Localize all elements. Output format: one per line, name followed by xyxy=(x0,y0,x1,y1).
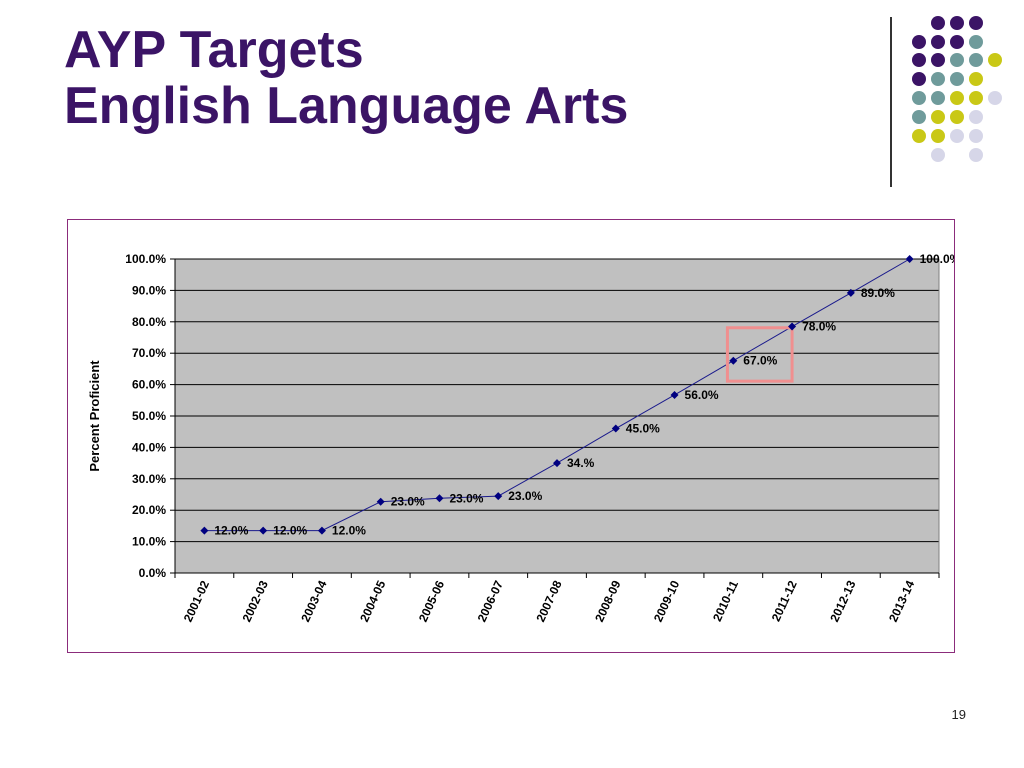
data-label: 12.0% xyxy=(273,524,307,538)
y-tick-label: 20.0% xyxy=(132,503,166,517)
decorative-dot xyxy=(912,110,926,124)
decorative-dot xyxy=(912,72,926,86)
data-label: 12.0% xyxy=(214,524,248,538)
x-tick-label: 2002-03 xyxy=(240,578,271,624)
decorative-dot xyxy=(969,91,983,105)
decorative-dot xyxy=(950,91,964,105)
highlight-box xyxy=(725,326,794,383)
decorative-dot xyxy=(912,35,926,49)
data-label: 78.0% xyxy=(802,320,836,334)
x-tick-label: 2001-02 xyxy=(181,578,212,624)
decorative-dot xyxy=(931,91,945,105)
data-point-marker xyxy=(905,255,914,263)
data-point-marker xyxy=(259,526,268,535)
decorative-dot xyxy=(931,16,945,30)
data-label: 23.0% xyxy=(449,491,483,505)
x-tick-label: 2004-05 xyxy=(357,578,388,624)
decorative-dot xyxy=(988,91,1002,105)
y-tick-label: 40.0% xyxy=(132,440,166,454)
decorative-dot xyxy=(950,16,964,30)
data-label: 100.0% xyxy=(920,252,954,266)
decorative-dot xyxy=(969,148,983,162)
y-tick-label: 50.0% xyxy=(132,409,166,423)
x-tick-label: 2009-10 xyxy=(651,578,682,624)
decorative-dot xyxy=(931,53,945,67)
x-tick-label: 2005-06 xyxy=(416,578,447,624)
data-point-marker xyxy=(611,424,620,433)
data-point-marker xyxy=(200,526,209,535)
x-tick-label: 2003-04 xyxy=(298,578,329,624)
data-label: 34.% xyxy=(567,456,595,470)
page-number: 19 xyxy=(951,707,966,722)
x-tick-label: 2007-08 xyxy=(533,578,564,624)
y-tick-label: 90.0% xyxy=(132,283,166,297)
data-point-marker xyxy=(729,356,738,365)
x-tick-label: 2008-09 xyxy=(592,578,623,624)
decorative-dot xyxy=(988,53,1002,67)
y-tick-label: 60.0% xyxy=(132,378,166,392)
decorative-dot xyxy=(969,16,983,30)
decorative-dot xyxy=(950,53,964,67)
data-label: 23.0% xyxy=(391,495,425,509)
decorative-dot xyxy=(969,53,983,67)
data-point-marker xyxy=(376,497,385,506)
decorative-dot xyxy=(931,129,945,143)
x-tick-label: 2010-11 xyxy=(710,578,741,624)
decorative-dot xyxy=(950,72,964,86)
decorative-dot xyxy=(950,35,964,49)
y-axis-title: Percent Proficient xyxy=(87,360,102,472)
data-label: 12.0% xyxy=(332,524,366,538)
chart-frame: 0.0% 10.0% 20.0% 30.0% 40.0% 50.0% 60.0% 70.0% 8… xyxy=(67,219,955,653)
y-tick-label: 30.0% xyxy=(132,472,166,486)
x-tick-label: 2012-13 xyxy=(827,578,858,624)
y-tick-label: 80.0% xyxy=(132,315,166,329)
y-tick-label: 70.0% xyxy=(132,346,166,360)
x-tick-label: 2011-12 xyxy=(769,578,800,624)
decorative-dot xyxy=(969,72,983,86)
decorative-dot xyxy=(950,129,964,143)
decorative-dot xyxy=(912,53,926,67)
y-tick-label: 0.0% xyxy=(139,566,167,580)
decorative-divider-line xyxy=(890,17,892,187)
data-point-marker xyxy=(553,459,561,468)
decorative-dot xyxy=(912,129,926,143)
decorative-dot xyxy=(969,110,983,124)
decorative-dot xyxy=(931,110,945,124)
data-label: 45.0% xyxy=(626,422,660,436)
slide-title: AYP Targets English Language Arts xyxy=(64,22,628,134)
data-point-marker xyxy=(788,322,797,331)
decorative-dot xyxy=(969,129,983,143)
decorative-dot xyxy=(969,35,983,49)
decorative-dot-pattern xyxy=(912,16,1002,162)
decorative-dot xyxy=(912,91,926,105)
x-tick-label: 2013-14 xyxy=(886,578,917,624)
data-point-marker xyxy=(494,492,503,501)
slide-title-line-1: AYP Targets xyxy=(64,21,364,79)
decorative-dot xyxy=(950,110,964,124)
y-tick-label: 100.0% xyxy=(125,252,166,266)
decorative-dot xyxy=(931,35,945,49)
data-point-marker xyxy=(846,288,855,297)
data-point-marker xyxy=(317,526,326,535)
y-tick-label: 10.0% xyxy=(132,535,166,549)
line-chart: 0.0% 10.0% 20.0% 30.0% 40.0% 50.0% 60.0% 70.0% 8… xyxy=(87,252,954,624)
data-label: 23.0% xyxy=(508,489,542,503)
data-label: 89.0% xyxy=(861,286,895,300)
data-label: 56.0% xyxy=(685,388,719,402)
data-point-marker xyxy=(435,494,444,503)
x-tick-label: 2006-07 xyxy=(475,578,506,624)
decorative-dot xyxy=(931,72,945,86)
data-point-marker xyxy=(670,390,679,399)
slide-title-line-2: English Language Arts xyxy=(64,77,629,135)
data-label: 67.0% xyxy=(743,354,777,368)
decorative-dot xyxy=(931,148,945,162)
